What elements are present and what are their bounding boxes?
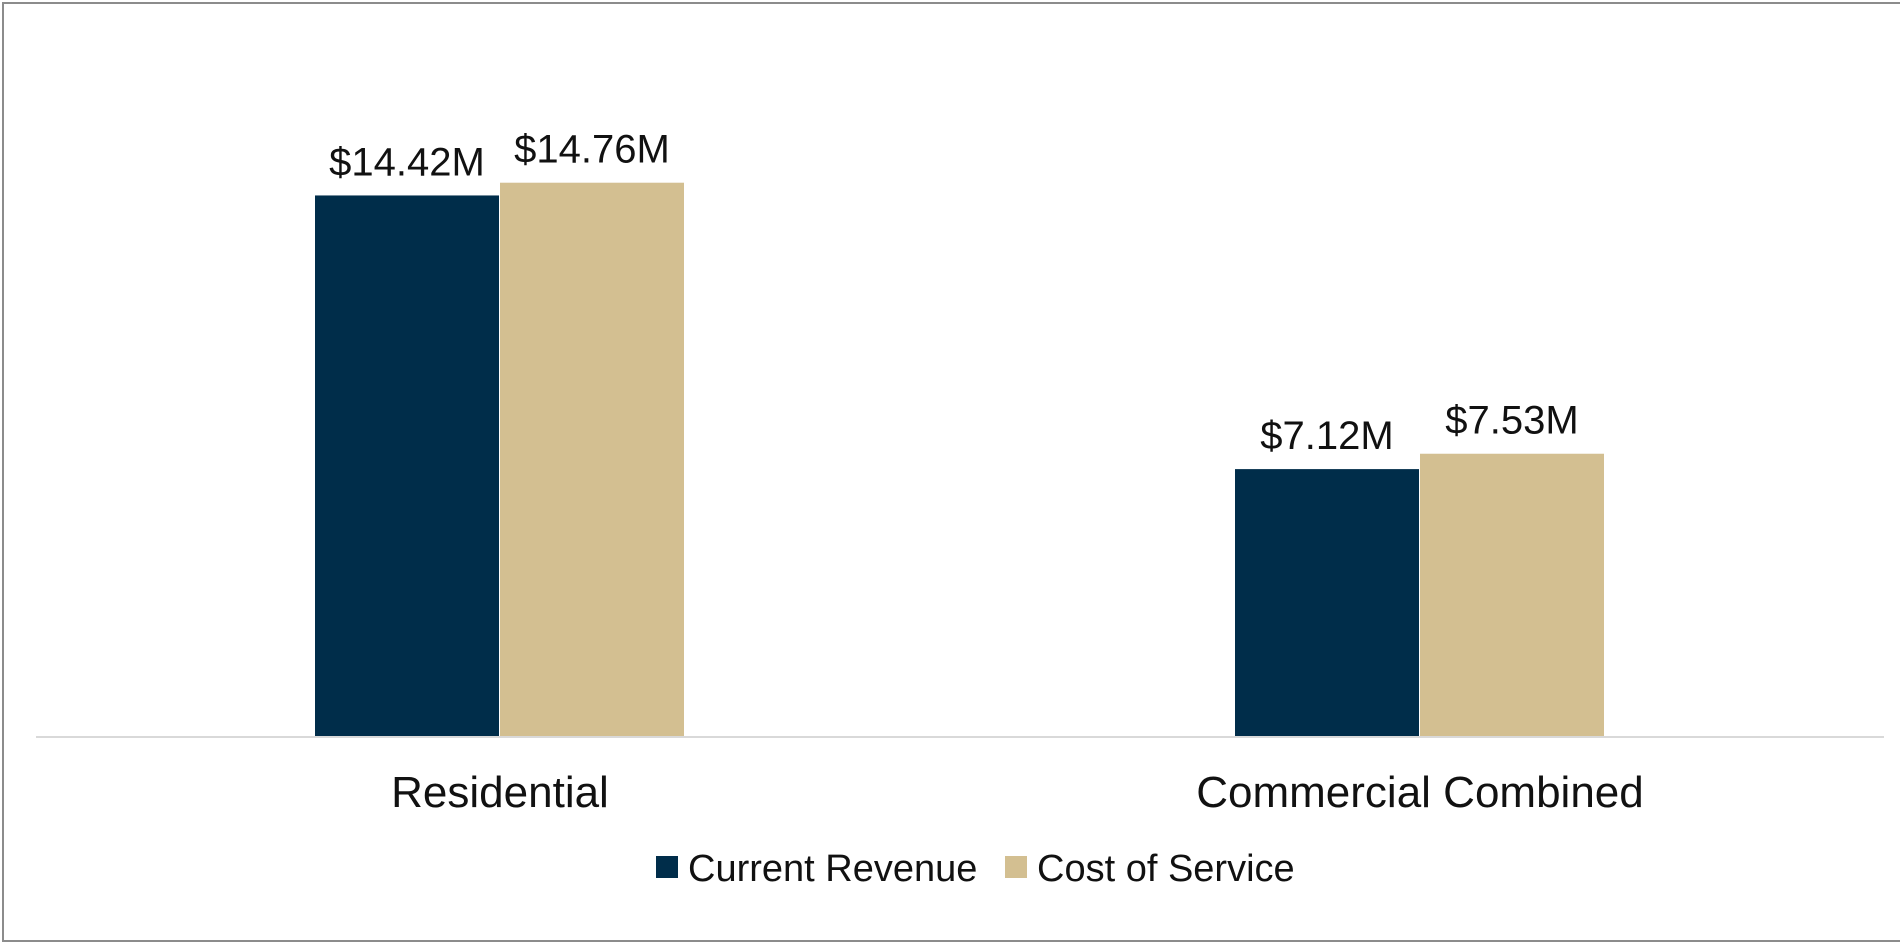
data-label-commercial-combined-current-revenue: $7.12M — [1260, 414, 1393, 458]
data-label-commercial-combined-cost-of-service: $7.53M — [1445, 399, 1578, 443]
bar-residential-current-revenue — [315, 195, 499, 736]
bar-chart: $14.42M $14.76M $7.12M $7.53M Residential Co… — [36, 128, 1884, 890]
category-label-commercial-combined: Commercial Combined — [1196, 768, 1643, 817]
bars-layer — [315, 182, 1604, 736]
legend-label-cost-of-service: Cost of Service — [1037, 848, 1295, 890]
bar-residential-cost-of-service — [500, 182, 684, 736]
bar-commercial-combined-current-revenue — [1235, 469, 1419, 736]
data-label-residential-cost-of-service: $14.76M — [514, 128, 670, 172]
bar-commercial-combined-cost-of-service — [1420, 453, 1604, 736]
data-label-residential-current-revenue: $14.42M — [329, 140, 485, 184]
legend-swatch-cost-of-service — [1005, 856, 1027, 878]
legend-swatch-current-revenue — [656, 856, 678, 878]
category-label-residential: Residential — [391, 768, 609, 817]
legend-label-current-revenue: Current Revenue — [688, 848, 977, 890]
data-labels-layer: $14.42M $14.76M $7.12M $7.53M — [329, 128, 1579, 458]
legend: Current Revenue Cost of Service — [656, 848, 1295, 890]
category-labels-layer: Residential Commercial Combined — [391, 768, 1644, 817]
